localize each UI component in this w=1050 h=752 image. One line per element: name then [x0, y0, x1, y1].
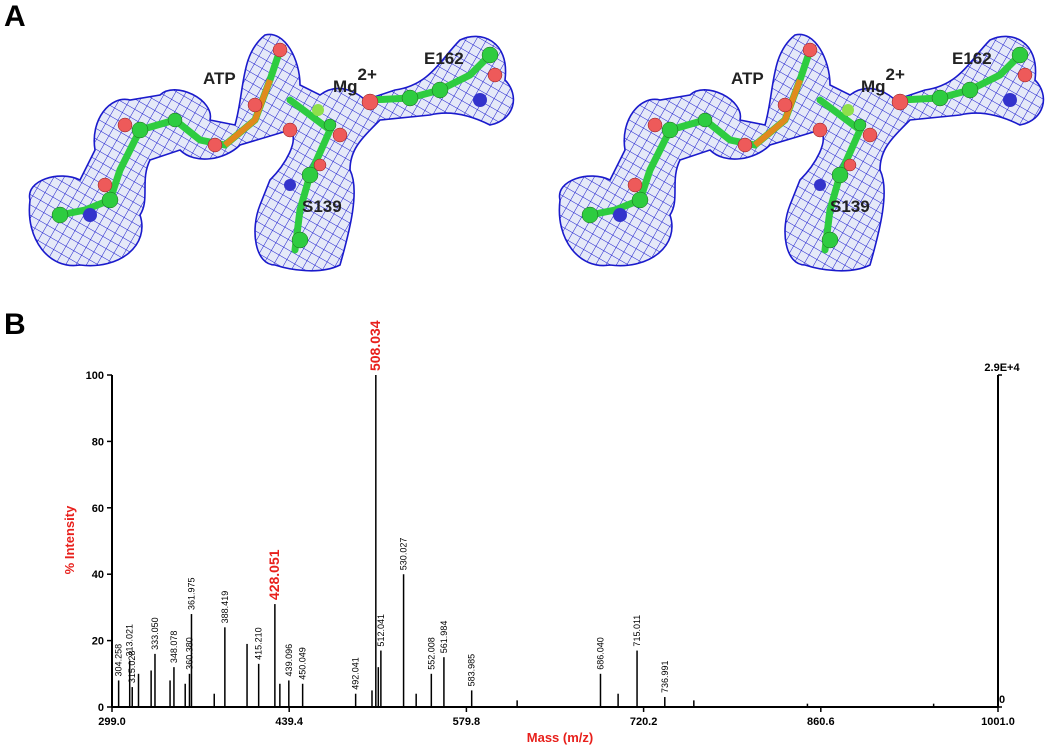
mg-charge: 2+	[886, 65, 905, 84]
peak-label: 304.258	[114, 644, 124, 677]
e162-label: E162	[952, 49, 992, 68]
peak-label: 561.984	[439, 621, 449, 654]
panel-label: B	[4, 308, 26, 341]
peak-label: 388.419	[220, 591, 230, 624]
x-tick-label: 720.2	[630, 716, 658, 728]
view-labels: ATP Mg2+ E162 S139 ATP Mg2+ E162 S139	[203, 49, 992, 216]
peak-label: 360.380	[184, 637, 194, 670]
peak-label: 313.021	[125, 624, 135, 657]
peak-label: 512.041	[376, 614, 386, 647]
peak-label: 715.011	[632, 615, 642, 647]
peak-label: 450.049	[298, 647, 308, 680]
x-tick-label: 299.0	[98, 716, 126, 728]
peak-label: 415.210	[254, 627, 264, 660]
y-tick-label: 60	[92, 503, 104, 515]
y-tick-label: 40	[92, 569, 104, 581]
x-tick-label: 860.6	[807, 716, 835, 728]
structure-view	[29, 34, 513, 270]
peak-label: 439.096	[284, 644, 294, 677]
structure-view	[559, 34, 1043, 270]
s139-label: S139	[830, 197, 870, 216]
peak-label: 333.050	[150, 617, 160, 650]
y2-tick-label: 0	[999, 694, 1005, 706]
peak-label: 686.040	[595, 637, 605, 670]
y2-tick-label: 2.9E+4	[984, 362, 1020, 374]
mg-label: Mg2+	[861, 65, 905, 96]
peak-label: 348.078	[169, 631, 179, 664]
x-tick-label: 579.8	[453, 716, 481, 728]
y-tick-label: 20	[92, 636, 104, 648]
e162-label: E162	[424, 49, 464, 68]
peak-label: 428.051	[266, 549, 282, 600]
y-axis-title: % Intensity	[62, 505, 77, 574]
s139-label: S139	[302, 197, 342, 216]
mg-charge: 2+	[358, 65, 377, 84]
x-axis-title: Mass (m/z)	[527, 730, 593, 745]
panel-label: A	[4, 0, 26, 33]
peak-label: 583.985	[467, 654, 477, 687]
mg-text: Mg	[861, 77, 886, 96]
y-tick-label: 0	[98, 702, 104, 714]
peak-label: 552.008	[426, 637, 436, 670]
peak-label: 492.041	[351, 657, 361, 690]
x-tick-label: 1001.0	[981, 716, 1015, 728]
y-tick-label: 80	[92, 436, 104, 448]
peak-label: 508.034	[367, 320, 383, 371]
atp-label: ATP	[731, 69, 764, 88]
mg-label: Mg2+	[333, 65, 377, 96]
x-tick-label: 439.4	[275, 716, 303, 728]
peak-label: 315.028	[127, 651, 137, 684]
atp-label: ATP	[203, 69, 236, 88]
y-tick-label: 100	[86, 370, 104, 382]
peak-label: 530.027	[399, 538, 409, 571]
peak-label: 361.975	[186, 577, 196, 610]
mg-text: Mg	[333, 77, 358, 96]
peak-label: 736.991	[660, 660, 670, 693]
